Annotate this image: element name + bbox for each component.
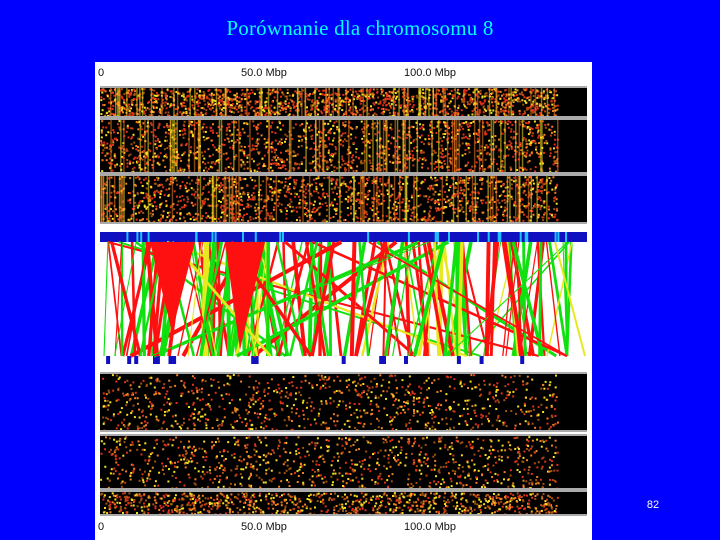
top-axis: 0 50.0 Mbp 100.0 Mbp [95, 64, 592, 82]
bottom-axis-tick-50mbp: 50.0 Mbp [241, 521, 287, 533]
lower-dot-band-3 [100, 490, 587, 516]
upper-dot-band-1 [100, 86, 587, 118]
chromosome-comparison-figure: 0 50.0 Mbp 100.0 Mbp 0 50.0 Mbp 100.0 Mb… [95, 62, 592, 540]
upper-dot-band-3-dots [100, 176, 559, 224]
upper-dot-band-2 [100, 118, 587, 174]
slide-title: Porównanie dla chromosomu 8 [226, 16, 494, 40]
lower-dot-band-2-dots [100, 436, 559, 490]
top-axis-tick-50mbp: 50.0 Mbp [241, 67, 287, 79]
bottom-axis-tick-100mbp: 100.0 Mbp [404, 521, 456, 533]
top-axis-tick-0: 0 [98, 67, 105, 79]
top-axis-tick-100mbp: 100.0 Mbp [404, 67, 456, 79]
bottom-axis-tick-0: 0 [98, 521, 105, 533]
upper-dot-band-1-dots [100, 88, 559, 118]
lower-dot-band-1 [100, 372, 587, 432]
upper-dot-band-3 [100, 174, 587, 224]
lower-dot-band-3-dots [100, 492, 559, 516]
synteny-links [100, 232, 587, 364]
lower-dot-band-1-dots [102, 374, 559, 432]
synteny-links-panel [100, 232, 587, 366]
lower-dot-band-2 [100, 434, 587, 490]
page-number: 82 [646, 499, 660, 511]
upper-dot-band-2-dots [100, 120, 559, 174]
bottom-axis: 0 50.0 Mbp 100.0 Mbp [95, 518, 592, 536]
